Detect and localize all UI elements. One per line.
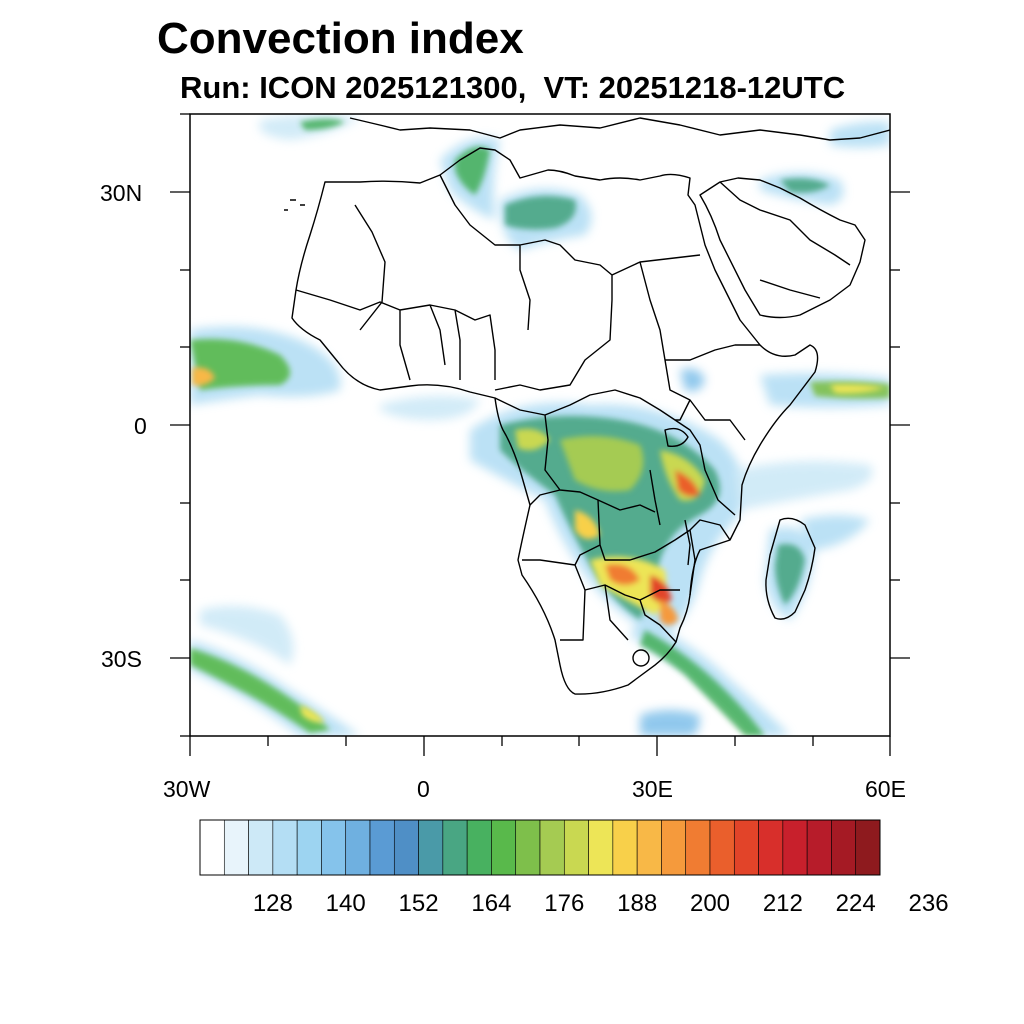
lake-victoria (664, 427, 689, 447)
convection-core-zambia (605, 564, 640, 585)
y-tick-label-0: 0 (134, 413, 147, 439)
colorbar-swatch (418, 819, 444, 876)
chart-title: Convection index (157, 14, 524, 63)
colorbar-swatch (831, 819, 857, 876)
convection-core-tanzania (675, 470, 700, 497)
x-tick-label-60e: 60E (865, 776, 906, 802)
convection-atlantic-equatorial (380, 396, 480, 420)
arabian-peninsula-coast (699, 177, 866, 319)
convection-mid-layer (190, 119, 890, 736)
convection-core-indian-ocean (830, 384, 885, 394)
colorbar-swatch (636, 819, 662, 876)
lesotho-outline (632, 649, 650, 667)
colorbar-swatch (661, 819, 687, 876)
x-tick-label-30e: 30E (632, 776, 673, 802)
convection-indian-ocean-south (735, 461, 873, 510)
convection-mid-nw-coast (300, 119, 345, 130)
colorbar-swatch (612, 819, 638, 876)
colorbar-swatch (442, 819, 468, 876)
colorbar-tick-label: 212 (762, 890, 803, 917)
convection-mid-madagascar (775, 544, 805, 605)
coastlines-borders (284, 117, 890, 695)
colorbar-frame (199, 819, 881, 876)
colorbar-swatch (369, 819, 395, 876)
islands-canary (284, 199, 305, 211)
lake-tanganyika (649, 469, 661, 526)
colorbar-swatch (733, 819, 759, 876)
convection-field (190, 114, 890, 736)
convection-mid-southeast (640, 630, 765, 736)
africa-coastline (291, 147, 819, 695)
colorbar-swatch (709, 819, 735, 876)
border-central-africa (494, 389, 736, 643)
colorbar-swatch (491, 819, 517, 876)
colorbar-swatch (321, 819, 347, 876)
convection-core-angola (575, 510, 600, 539)
colorbar-swatch (393, 819, 419, 876)
lake-malawi (684, 519, 691, 566)
colorbar-tick-label: 188 (617, 890, 658, 917)
convection-mid-atlantic (190, 339, 290, 390)
border-sahel (354, 174, 701, 391)
convection-core-south-atlantic (300, 705, 325, 723)
convection-south-atlantic-arc (200, 606, 294, 665)
colorbar-swatch (806, 819, 832, 876)
mediterranean-north-coast (349, 117, 890, 141)
colorbar (199, 819, 881, 876)
colorbar-tick-label: 164 (471, 890, 512, 917)
convection-mozambique-channel-east (800, 515, 870, 550)
colorbar-tick-label: 224 (835, 890, 876, 917)
chart-subtitle: Run: ICON 2025121300, VT: 20251218-12UTC (180, 70, 846, 105)
convection-high-layer (192, 367, 885, 723)
convection-core-central (560, 436, 644, 492)
colorbar-swatch (685, 819, 711, 876)
convection-mid-algeria (505, 196, 576, 230)
convection-mid-morocco (455, 146, 490, 195)
colorbar-swatch (782, 819, 808, 876)
convection-iran (830, 121, 890, 148)
convection-south-atlantic-band (190, 640, 360, 736)
border-mozambique (689, 519, 731, 596)
y-tick-label-30n: 30N (100, 180, 143, 206)
colorbar-swatch (515, 819, 541, 876)
convection-core-zimbabwe (650, 575, 672, 604)
convection-core-south-africa (660, 600, 678, 625)
convection-core-congo (515, 428, 550, 451)
colorbar-tick-label: 236 (908, 890, 949, 917)
colorbar-swatch (855, 819, 881, 876)
colorbar-tick-label: 128 (252, 890, 293, 917)
x-tick-label-30w: 30W (163, 776, 211, 802)
x-tick-label-0: 0 (417, 776, 430, 802)
convection-core-west-atlantic (192, 367, 215, 386)
colorbar-tick-label: 176 (544, 890, 585, 917)
colorbar-swatch (199, 819, 225, 876)
madagascar-coast (765, 517, 816, 620)
convection-mid-arabian-gulf (780, 178, 830, 193)
colorbar-swatch (345, 819, 371, 876)
border-horn-of-africa (639, 261, 760, 441)
y-tick-label-30s: 30S (101, 646, 142, 672)
border-west-africa (295, 289, 496, 381)
colorbar-tick-label: 200 (689, 890, 731, 917)
colorbar-swatch (563, 819, 589, 876)
convection-south-indian-ocean (640, 710, 700, 736)
colorbar-swatch (296, 819, 322, 876)
border-arabia-interior (719, 181, 851, 299)
convection-east-africa-highlands (680, 368, 705, 392)
colorbar-tick-label: 140 (325, 890, 366, 917)
colorbar-swatch (223, 819, 249, 876)
colorbar-swatch (539, 819, 565, 876)
colorbar-swatch (758, 819, 784, 876)
colorbar-swatch (272, 819, 298, 876)
colorbar-swatch (588, 819, 614, 876)
tick-marks (170, 113, 910, 756)
convection-mid-south-atlantic (190, 648, 330, 733)
colorbar-tick-label: 152 (398, 890, 439, 917)
colorbar-swatch (248, 819, 274, 876)
colorbar-swatch (466, 819, 492, 876)
